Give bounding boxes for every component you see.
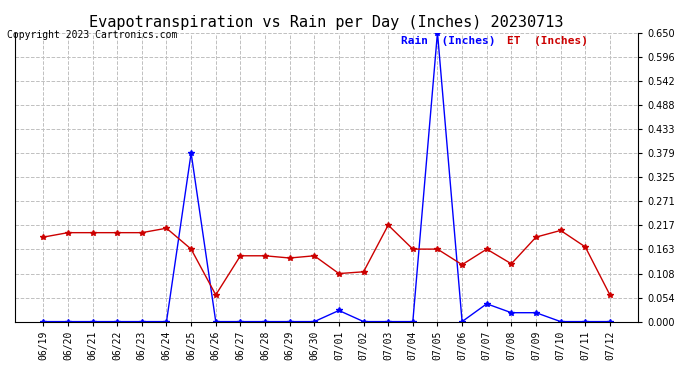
Text: ET  (Inches): ET (Inches) <box>507 36 589 46</box>
Text: Copyright 2023 Cartronics.com: Copyright 2023 Cartronics.com <box>7 30 177 39</box>
Title: Evapotranspiration vs Rain per Day (Inches) 20230713: Evapotranspiration vs Rain per Day (Inch… <box>90 15 564 30</box>
Text: Rain  (Inches): Rain (Inches) <box>402 36 496 46</box>
